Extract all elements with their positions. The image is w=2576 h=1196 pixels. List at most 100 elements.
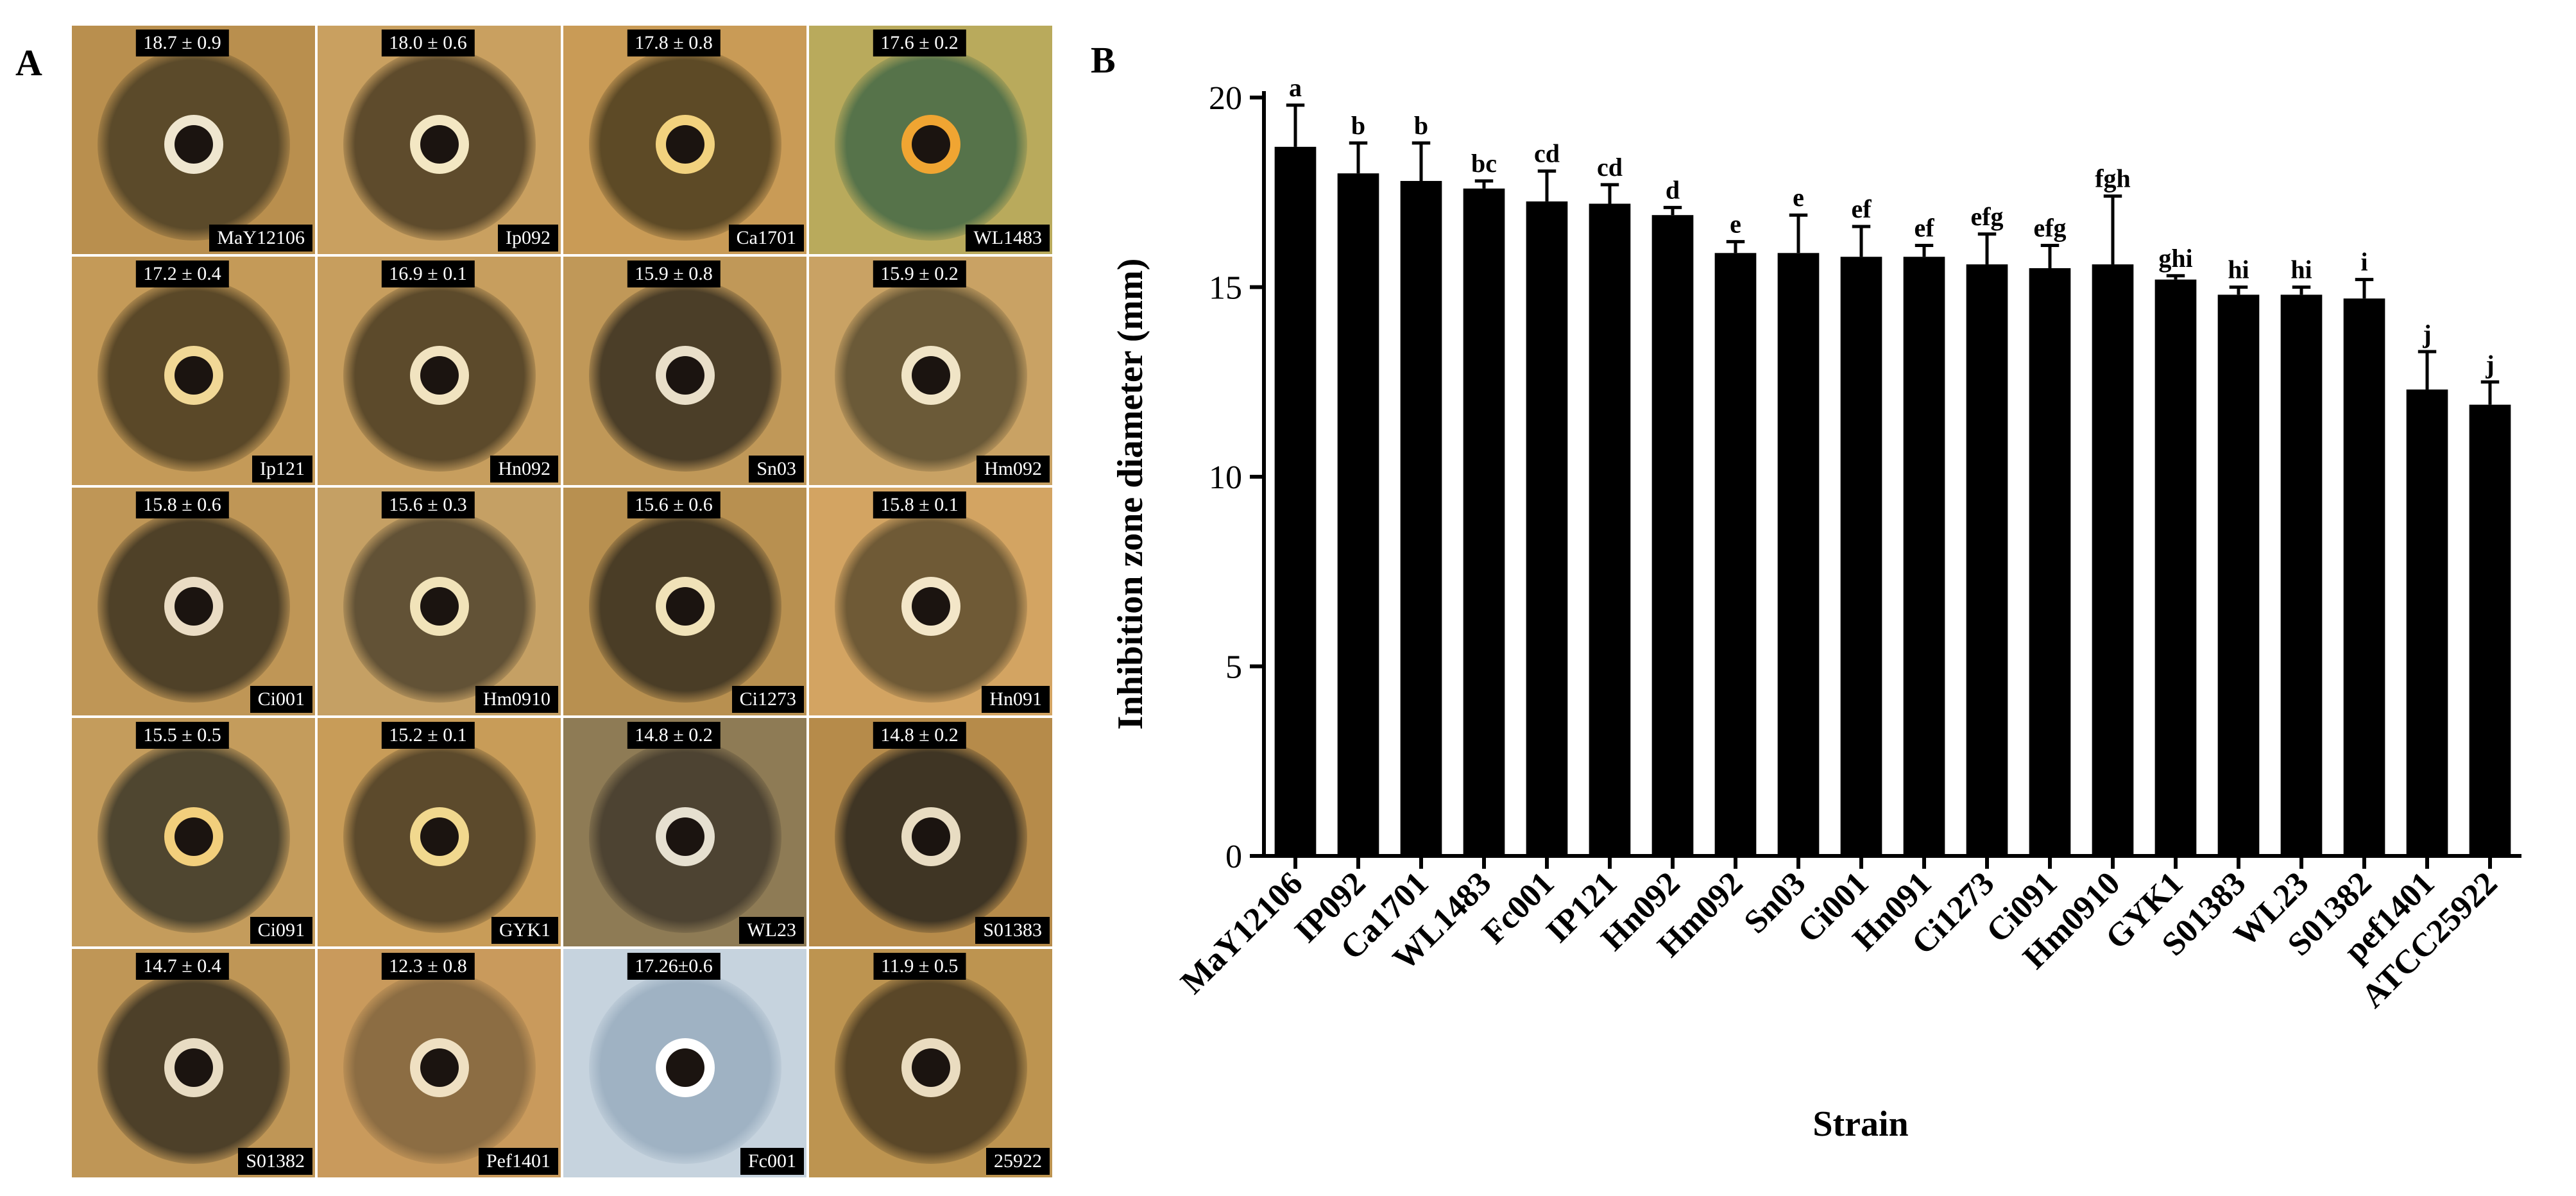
significance-letter: efg [2033, 213, 2066, 242]
bar-ip092 [1337, 173, 1379, 857]
well-hole [174, 586, 213, 626]
well-hole [911, 817, 950, 857]
bar-pef1401 [2406, 389, 2448, 856]
x-tick-label: Fc001 [1475, 865, 1561, 951]
strain-name-label: Hm092 [977, 455, 1050, 483]
bar-hm0910 [2092, 264, 2134, 856]
significance-letter: b [1351, 111, 1365, 140]
inhibition-zone-photo-grid: 18.7 ± 0.9 MaY12106 18.0 ± 0.6 Ip092 17.8 ± … [72, 26, 1052, 1177]
well-hole [174, 125, 213, 164]
strain-name-label: Pef1401 [479, 1147, 558, 1175]
plate-photo-ip092: 18.0 ± 0.6 Ip092 [318, 26, 561, 254]
well-hole [420, 817, 459, 857]
significance-letter: fgh [2095, 164, 2131, 193]
strain-name-label: S01382 [238, 1147, 312, 1175]
y-tick-label: 20 [1209, 80, 1242, 117]
strain-name-label: GYK1 [491, 917, 558, 944]
significance-letter: j [2422, 320, 2431, 348]
bar-fc001 [1526, 201, 1568, 857]
plate-photo-ci001: 15.8 ± 0.6 Ci001 [72, 487, 315, 716]
strain-name-label: Sn03 [749, 455, 804, 483]
significance-letter: ghi [2158, 244, 2192, 273]
zone-value-label: 15.6 ± 0.6 [627, 491, 721, 518]
strain-name-label: Ci091 [250, 917, 312, 944]
panel-b-letter: B [1091, 39, 1116, 81]
plate-photo-s01382: 14.7 ± 0.4 S01382 [72, 949, 315, 1177]
zone-value-label: 12.3 ± 0.8 [381, 953, 475, 980]
well-hole [665, 355, 704, 395]
zone-value-label: 15.8 ± 0.1 [873, 491, 966, 518]
zone-value-label: 15.5 ± 0.5 [135, 722, 229, 749]
well-hole [665, 1048, 704, 1088]
zone-value-label: 15.9 ± 0.8 [627, 260, 721, 287]
plate-photo-wl1483: 17.6 ± 0.2 WL1483 [809, 26, 1052, 254]
strain-name-label: 25922 [986, 1147, 1050, 1175]
plate-photo-wl23: 14.8 ± 0.2 WL23 [563, 718, 806, 947]
strain-name-label: Ip092 [498, 224, 558, 252]
y-tick-label: 10 [1209, 459, 1242, 496]
strain-name-label: Fc001 [740, 1147, 804, 1175]
plate-photo-25922: 11.9 ± 0.5 25922 [809, 949, 1052, 1177]
strain-name-label: WL1483 [966, 224, 1050, 252]
significance-letter: hi [2228, 255, 2249, 284]
plate-photo-ci091: 15.5 ± 0.5 Ci091 [72, 718, 315, 947]
significance-letter: cd [1534, 139, 1560, 168]
plate-photo-pef1401: 12.3 ± 0.8 Pef1401 [318, 949, 561, 1177]
zone-value-label: 15.2 ± 0.1 [381, 722, 475, 749]
plate-photo-gyk1: 15.2 ± 0.1 GYK1 [318, 718, 561, 947]
x-tick-label: MaY12106 [1174, 865, 1310, 1001]
well-hole [911, 1048, 950, 1088]
significance-letter: hi [2290, 255, 2312, 284]
zone-value-label: 17.6 ± 0.2 [873, 30, 966, 56]
bar-ci001 [1840, 257, 1882, 857]
well-hole [420, 586, 459, 626]
bar-sn03 [1777, 253, 1820, 856]
well-hole [665, 586, 704, 626]
zone-value-label: 16.9 ± 0.1 [381, 260, 475, 287]
significance-letter: j [2485, 350, 2494, 379]
significance-letter: d [1666, 175, 1680, 204]
strain-name-label: Ci1273 [731, 686, 804, 713]
bar-ci1273 [1966, 264, 2008, 856]
bar-ci091 [2029, 268, 2071, 856]
significance-letter: b [1414, 111, 1428, 140]
bar-atcc25922 [2469, 404, 2511, 856]
significance-letter: e [1730, 210, 1741, 239]
zone-value-label: 18.7 ± 0.9 [135, 30, 229, 56]
bar-s01383 [2217, 295, 2260, 856]
zone-value-label: 18.0 ± 0.6 [381, 30, 475, 56]
well-hole [911, 586, 950, 626]
well-hole [174, 1048, 213, 1088]
strain-name-label: Hm0910 [475, 686, 558, 713]
strain-name-label: Ip121 [252, 455, 312, 483]
significance-letter: a [1289, 73, 1302, 102]
strain-name-label: Hn092 [490, 455, 558, 483]
significance-letter: e [1793, 183, 1804, 212]
zone-value-label: 17.2 ± 0.4 [135, 260, 229, 287]
bar-wl23 [2280, 295, 2323, 856]
plate-photo-s01383: 14.8 ± 0.2 S01383 [809, 718, 1052, 947]
bar-hn091 [1903, 257, 1945, 857]
well-hole [174, 355, 213, 395]
well-hole [420, 125, 459, 164]
y-tick-label: 5 [1225, 649, 1242, 686]
x-axis-title: Strain [1813, 1104, 1908, 1144]
plate-photo-hm0910: 15.6 ± 0.3 Hm0910 [318, 487, 561, 716]
plate-photo-ca1701: 17.8 ± 0.8 Ca1701 [563, 26, 806, 254]
significance-letter: cd [1597, 153, 1623, 182]
bar-may12106 [1274, 146, 1317, 857]
plate-photo-hn092: 16.9 ± 0.1 Hn092 [318, 256, 561, 485]
significance-letter: i [2360, 248, 2367, 277]
panel-a-letter: A [15, 42, 42, 83]
strain-name-label: MaY12106 [209, 224, 312, 252]
significance-letter: ef [1851, 194, 1872, 223]
well-hole [420, 355, 459, 395]
plate-photo-fc001: 17.26±0.6 Fc001 [563, 949, 806, 1177]
y-tick-label: 0 [1225, 839, 1242, 875]
bar-wl1483 [1463, 188, 1505, 857]
strain-name-label: Hn091 [982, 686, 1050, 713]
y-tick-label: 15 [1209, 270, 1242, 307]
plate-photo-hn091: 15.8 ± 0.1 Hn091 [809, 487, 1052, 716]
